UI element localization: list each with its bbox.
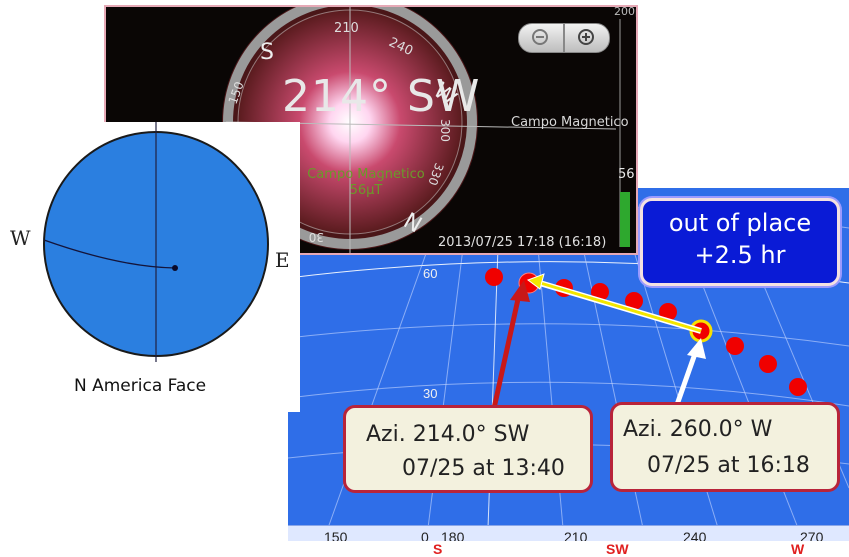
sun-track-dot: [789, 378, 807, 396]
globe-diagram: W E N America Face: [0, 122, 300, 412]
svg-text:300: 300: [438, 119, 452, 142]
sun-track-dot: [726, 337, 744, 355]
callout-sw-azimuth: Azi. 214.0° SW: [366, 422, 530, 447]
globe-caption: N America Face: [74, 376, 207, 396]
zoom-in-button[interactable]: [564, 23, 610, 53]
svg-text:30: 30: [309, 230, 324, 244]
field-overlay-text: Campo Magnetico 56µT: [307, 167, 425, 198]
red-arrowhead: [510, 280, 530, 302]
svg-text:210: 210: [334, 21, 359, 36]
sun-track-dot: [625, 292, 643, 310]
red-pointer-arrow: [490, 289, 523, 414]
shift-arrow: [536, 280, 702, 333]
callout-azimuth-sw: Azi. 214.0° SW 07/25 at 13:40: [343, 405, 593, 493]
altitude-label-60: 60: [423, 266, 438, 281]
zoom-out-button[interactable]: [518, 23, 564, 53]
notice-line-2: +2.5 hr: [694, 241, 786, 269]
globe-icon: [43, 122, 269, 362]
sun-track-dot: [485, 268, 503, 286]
sun-track-dot: [659, 303, 677, 321]
white-arrowhead: [687, 338, 706, 359]
globe-west-label: W: [10, 226, 31, 250]
direction-s: S: [433, 541, 443, 557]
field-value: 56: [618, 167, 635, 182]
direction-scale: S SW W: [288, 541, 849, 557]
direction-sw: SW: [606, 541, 629, 557]
globe-east-label: E: [275, 248, 290, 272]
callout-azimuth-w: Azi. 260.0° W 07/25 at 16:18: [610, 402, 840, 492]
gauge-max-label: 200µ: [614, 5, 636, 18]
callout-w-time: 07/25 at 16:18: [647, 453, 810, 478]
magnify-minus-icon: [532, 29, 548, 45]
shift-arrow-head: [526, 273, 545, 290]
callout-w-azimuth: Azi. 260.0° W: [623, 417, 773, 442]
out-of-place-badge: out of place +2.5 hr: [640, 198, 840, 286]
magnify-plus-icon: [578, 29, 594, 45]
direction-w: W: [791, 541, 805, 557]
field-gauge-fill: [620, 192, 630, 247]
dial-s-label: S: [260, 40, 274, 65]
tick-0: 0: [421, 529, 429, 545]
altitude-label-30: 30: [423, 386, 438, 401]
notice-line-1: out of place: [668, 209, 812, 237]
compass-heading: 214° SW: [282, 71, 481, 122]
field-label: Campo Magnetico: [511, 115, 629, 130]
callout-sw-time: 07/25 at 13:40: [402, 456, 565, 481]
sun-track-dot: [759, 355, 777, 373]
compass-timestamp: 2013/07/25 17:18 (16:18): [438, 235, 607, 250]
